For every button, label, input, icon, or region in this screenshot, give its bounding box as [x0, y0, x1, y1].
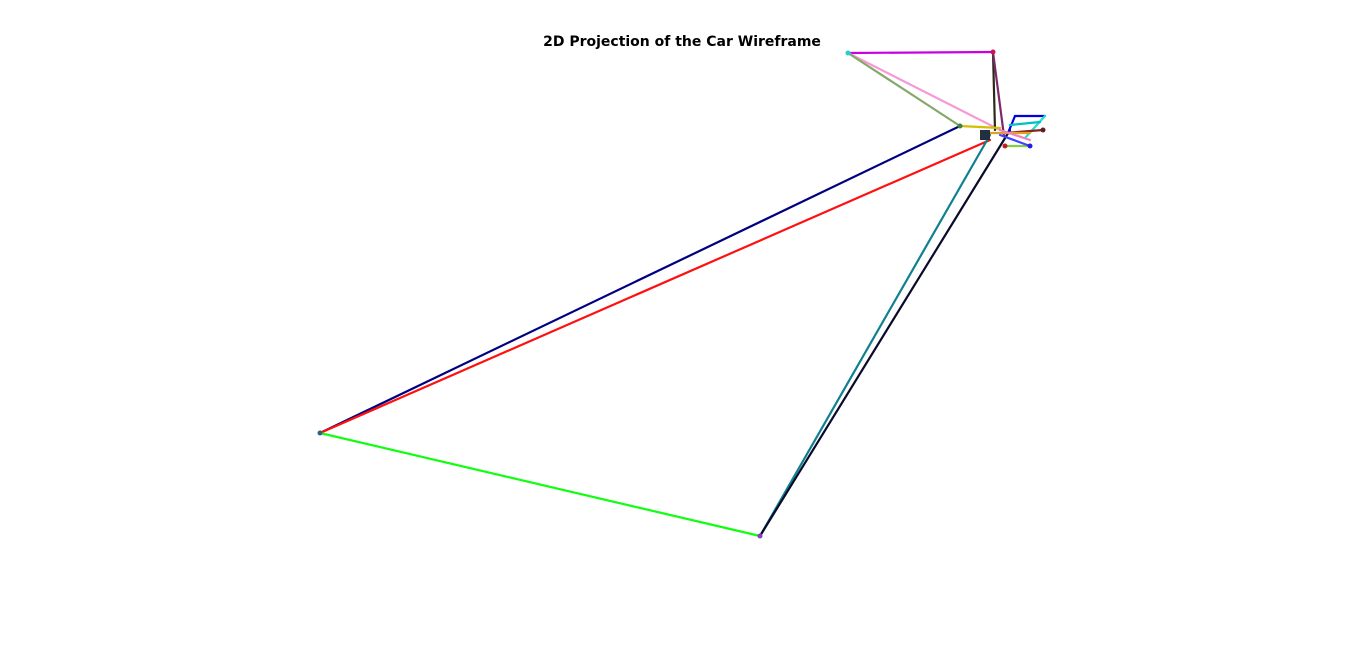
edge [991, 50, 997, 132]
edge [758, 128, 1012, 538]
edge [1023, 114, 1047, 140]
vertex [757, 533, 763, 539]
edge [1008, 120, 1042, 127]
edge [958, 124, 1002, 130]
vertex [845, 50, 851, 56]
vertices [317, 49, 1046, 539]
edge [846, 51, 962, 128]
vertex [317, 430, 323, 436]
edge [998, 133, 1032, 148]
edge [980, 130, 990, 140]
edge [318, 431, 762, 538]
vertex [1002, 143, 1008, 149]
edge [318, 138, 992, 435]
chart-title: 2D Projection of the Car Wireframe [543, 34, 821, 50]
vertex [957, 123, 963, 129]
edge [846, 50, 995, 55]
edge [846, 51, 1002, 132]
edge [758, 133, 992, 538]
edge [991, 50, 1006, 138]
edge [318, 124, 962, 435]
edge [998, 128, 1032, 142]
vertex [990, 49, 996, 55]
vertex [1027, 143, 1033, 149]
vertex [1040, 127, 1046, 133]
wireframe [318, 50, 1047, 538]
